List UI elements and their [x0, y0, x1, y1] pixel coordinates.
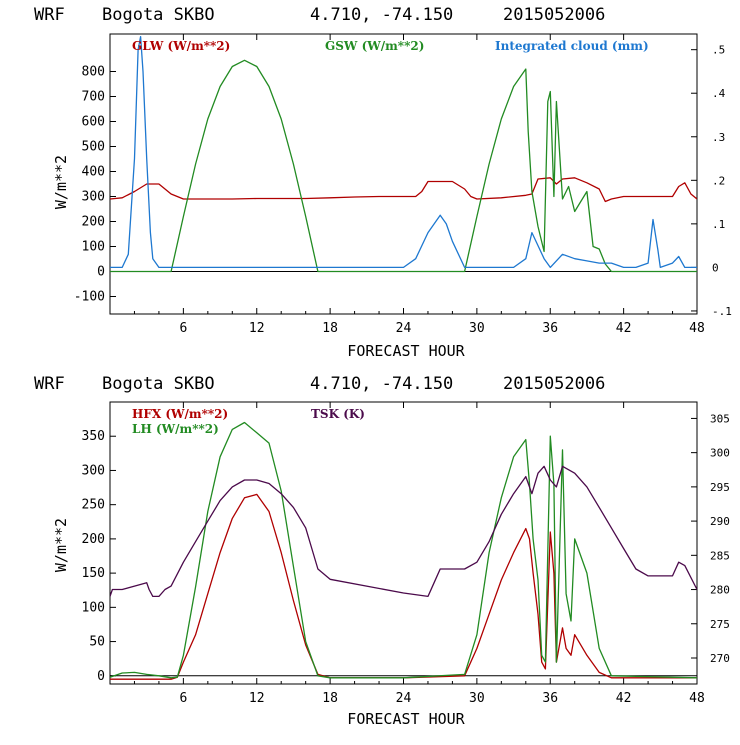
chart-1: WRF Bogota SKBO 4.710, -74.150 201505200…	[34, 5, 732, 360]
chart1-xtick-label: 24	[396, 321, 412, 336]
chart1-ytick-label: -100	[74, 290, 105, 305]
chart1-title-model: WRF	[34, 5, 65, 25]
chart2-xtick-label: 6	[179, 691, 187, 706]
chart1-series-gsw-line	[110, 59, 697, 273]
chart1-ytick-label: 0	[97, 265, 105, 280]
chart1-series-glw-line	[110, 177, 697, 203]
chart2-y2tick-label: 300	[710, 447, 730, 460]
chart2-xtick-label: 48	[689, 691, 705, 706]
chart1-title-coords: 4.710, -74.150	[310, 5, 453, 25]
chart2-xtick-label: 24	[396, 691, 412, 706]
chart1-xtick-label: 30	[469, 321, 485, 336]
chart1-ytick-label: 500	[82, 140, 105, 155]
chart1-xtick-label: 12	[249, 321, 265, 336]
chart1-y2tick-label: .4	[712, 87, 726, 100]
chart2-y2tick-label: 290	[710, 515, 730, 528]
chart2-series-hfx-line	[110, 493, 697, 680]
chart2-ytick-label: 250	[82, 498, 105, 513]
chart2-title-model: WRF	[34, 374, 65, 394]
chart2-ylabel: W/m**2	[52, 518, 70, 572]
chart2-ytick-label: 50	[89, 635, 105, 650]
chart1-xtick-label: 6	[179, 321, 187, 336]
chart2-y2tick-label: 305	[710, 412, 730, 425]
chart2-ytick-label: 150	[82, 566, 105, 581]
chart1-y2tick-label: 0	[712, 261, 719, 274]
chart2-xtick-label: 18	[322, 691, 338, 706]
chart2-ytick-label: 350	[82, 429, 105, 444]
chart2-series-tsk-line	[110, 465, 697, 598]
chart1-y2tick-label: .2	[712, 174, 725, 187]
chart2-y2tick-label: 275	[710, 618, 730, 631]
chart1-ytick-label: 100	[82, 240, 105, 255]
chart1-series-integrated-line	[110, 35, 697, 269]
chart2-title-station: Bogota SKBO	[102, 374, 215, 394]
chart1-y2tick-label: .5	[712, 44, 725, 57]
chart2-y2tick-label: 285	[710, 549, 730, 562]
chart1-legend-glw: GLW (W/m**2)	[132, 39, 230, 53]
chart1-axes: 6 12 18 24 30 36 42 48 800 700 600 500 400 300 200 100 0…	[74, 34, 732, 336]
chart1-xtick-label: 42	[616, 321, 632, 336]
chart2-xtick-label: 12	[249, 691, 265, 706]
chart1-y2tick-label: .1	[712, 218, 725, 231]
chart1-y2tick-label: -.1	[712, 305, 732, 318]
chart1-ytick-label: 200	[82, 215, 105, 230]
chart2-y2tick-label: 270	[710, 652, 730, 665]
chart1-y2tick-label: .3	[712, 131, 725, 144]
chart2-xtick-label: 36	[542, 691, 558, 706]
chart1-xtick-label: 48	[689, 321, 705, 336]
chart2-legend-hfx: HFX (W/m**2)	[132, 407, 228, 421]
chart2-series-lh-line	[110, 421, 697, 679]
chart2-ytick-label: 200	[82, 532, 105, 547]
chart2-ytick-label: 0	[97, 669, 105, 684]
chart1-series-group	[110, 35, 697, 273]
chart1-ytick-label: 800	[82, 65, 105, 80]
chart2-title-coords: 4.710, -74.150	[310, 374, 453, 394]
chart1-xtick-label: 18	[322, 321, 338, 336]
chart1-ytick-label: 600	[82, 115, 105, 130]
chart2-series-group	[110, 421, 697, 680]
chart1-ylabel: W/m**2	[52, 155, 70, 209]
chart2-xtick-label: 42	[616, 691, 632, 706]
chart2-legend-lh: LH (W/m**2)	[132, 422, 219, 436]
chart-2: WRF Bogota SKBO 4.710, -74.150 201505200…	[34, 374, 730, 728]
chart1-xlabel: FORECAST HOUR	[347, 342, 465, 360]
chart2-xtick-label: 30	[469, 691, 485, 706]
chart1-legend-cloud: Integrated cloud (mm)	[495, 39, 649, 53]
chart1-legend-gsw: GSW (W/m**2)	[325, 39, 424, 53]
chart2-xlabel: FORECAST HOUR	[347, 710, 465, 728]
chart2-axes: 6 12 18 24 30 36 42 48 350 300 250 200 150 100 50 0 305 3…	[82, 402, 730, 706]
chart1-ytick-label: 400	[82, 165, 105, 180]
chart2-y2tick-label: 280	[710, 584, 730, 597]
chart1-title-datetime: 2015052006	[503, 5, 605, 25]
chart1-ytick-label: 700	[82, 90, 105, 105]
chart2-ytick-label: 300	[82, 463, 105, 478]
chart1-ytick-label: 300	[82, 190, 105, 205]
chart2-title-datetime: 2015052006	[503, 374, 605, 394]
chart1-title-station: Bogota SKBO	[102, 5, 215, 25]
chart2-y2tick-label: 295	[710, 481, 730, 494]
chart1-xtick-label: 36	[542, 321, 558, 336]
chart2-legend-tsk: TSK (K)	[311, 407, 365, 421]
chart2-ytick-label: 100	[82, 600, 105, 615]
